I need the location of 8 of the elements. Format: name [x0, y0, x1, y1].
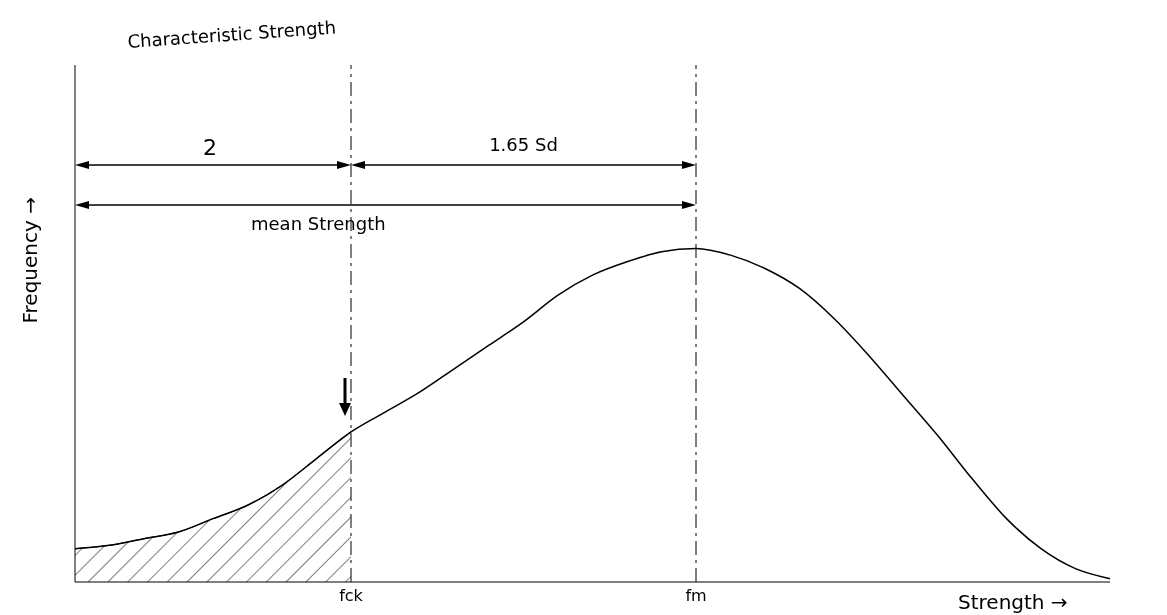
- x-tick-label: fm: [685, 586, 707, 606]
- x-axis-title: Strength →: [958, 590, 1068, 614]
- text: mean Strength: [251, 213, 386, 234]
- x-tick-label: fck: [339, 586, 364, 606]
- text: 1.65 Sd: [489, 134, 558, 155]
- text: 2: [203, 135, 217, 160]
- y-axis-title: Frequency →: [18, 197, 43, 324]
- text: Characteristic Strength: [126, 16, 337, 52]
